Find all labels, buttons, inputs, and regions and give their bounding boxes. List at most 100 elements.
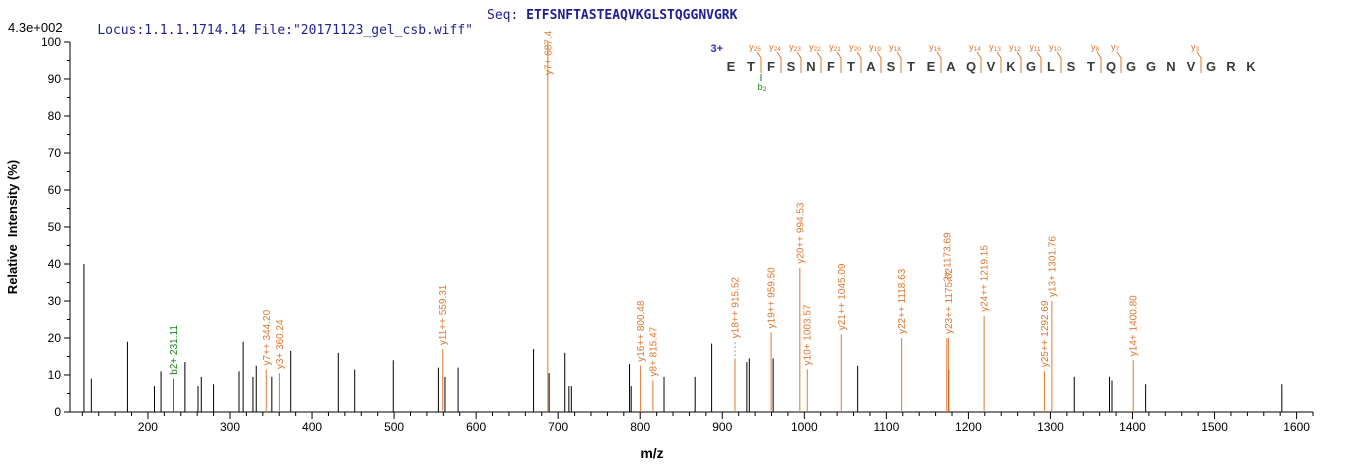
residue: A: [946, 59, 956, 74]
y-fragment-mark: [1096, 51, 1102, 73]
residue: T: [747, 59, 755, 74]
residue: L: [1047, 59, 1055, 74]
residue: V: [1187, 59, 1196, 74]
peak-label: b2+ 231.11: [169, 325, 180, 375]
peak-label: y18++ 915.52: [731, 277, 742, 339]
y-fragment-mark: [1196, 51, 1202, 73]
y-tick-label: 10: [48, 368, 62, 382]
peak-label: y20++ 994.53: [795, 202, 806, 264]
y-ion-label: y8: [1091, 42, 1100, 53]
x-tick-label: 200: [138, 420, 158, 434]
residue: G: [1126, 59, 1136, 74]
residue: E: [927, 59, 936, 74]
b-ion-label: b2: [758, 82, 767, 93]
residue: S: [787, 59, 796, 74]
y-ion-label: y11: [1029, 42, 1041, 53]
y-fragment-mark: [1056, 51, 1062, 73]
residue: K: [1006, 59, 1016, 74]
x-tick-label: 300: [220, 420, 240, 434]
residue: T: [907, 59, 915, 74]
residue: N: [806, 59, 815, 74]
x-tick-label: 700: [548, 420, 568, 434]
y-ion-label: y7: [1111, 42, 1120, 53]
residue: G: [1026, 59, 1036, 74]
x-tick-label: 1000: [791, 420, 818, 434]
y-tick-label: 30: [48, 294, 62, 308]
x-tick-label: 600: [466, 420, 486, 434]
residue: G: [1146, 59, 1156, 74]
residue: N: [1166, 59, 1175, 74]
mz-axis-title: m/z: [640, 445, 663, 461]
peak-label: y11++ 559.31: [438, 284, 449, 345]
y-ion-label: y20: [849, 42, 861, 53]
y-tick-label: 90: [48, 72, 62, 86]
y-tick-label: 80: [48, 109, 62, 123]
peak-label: y8+ 815.47: [648, 326, 659, 376]
residue: A: [866, 59, 876, 74]
locus-file-text: Locus:1.1.1.1714.14 File:"20171123_gel_c…: [97, 23, 473, 38]
residue: V: [987, 59, 996, 74]
peak-label: y24++ 1219.15: [980, 245, 991, 312]
peak-label: y7+ 687.4: [543, 30, 554, 75]
y-tick-label: 40: [48, 257, 62, 271]
x-tick-label: 1100: [873, 420, 899, 434]
peak-label: y21++ 1045.09: [837, 263, 848, 330]
x-tick-label: 900: [712, 420, 732, 434]
peak-label: y22++ 1118.63: [897, 268, 908, 334]
y-tick-label: 60: [48, 183, 62, 197]
peak-label: y3+ 360.24: [275, 319, 286, 369]
y-fragment-mark: [1036, 51, 1042, 73]
y-fragment-mark: [1016, 51, 1022, 73]
x-tick-label: 400: [302, 420, 322, 434]
y-fragment-mark: [856, 51, 862, 73]
x-tick-label: 500: [384, 420, 404, 434]
peak-label: y23++ 1175.62: [944, 268, 955, 334]
seq-value: ETFSNFTASTEAQVKGLSTQGGNVGRK: [526, 8, 738, 23]
y-ion-label: y22: [809, 42, 821, 53]
residue: F: [827, 59, 835, 74]
charge-state-label: 3+: [710, 43, 723, 55]
x-tick-label: 1200: [955, 420, 982, 434]
peak-label: y13+ 1301.76: [1047, 236, 1058, 297]
residue: K: [1246, 59, 1256, 74]
y-fragment-mark: [836, 51, 842, 73]
residue: R: [1226, 59, 1236, 74]
residue: F: [767, 59, 775, 74]
peak-label: y25++ 1292.69: [1040, 300, 1051, 367]
seq-label: Seq:: [487, 8, 527, 23]
residue: S: [1067, 59, 1076, 74]
y-ion-label: y3: [1191, 42, 1200, 53]
y-ion-label: y24: [769, 42, 781, 53]
x-tick-label: 1600: [1283, 420, 1310, 434]
y-fragment-mark: [756, 51, 762, 73]
residue: G: [1206, 59, 1216, 74]
sequence-header: Seq: ETFSNFTASTEAQVKGLSTQGGNVGRK: [487, 8, 737, 23]
x-tick-label: 1400: [1119, 420, 1146, 434]
y-ion-label: y21: [829, 42, 841, 53]
y-tick-label: 0: [54, 405, 61, 419]
y-ion-label: y23: [789, 42, 801, 53]
y-fragment-mark: [816, 51, 822, 73]
y-fragment-mark: [1116, 51, 1122, 73]
header-bar: Locus:1.1.1.1714.14 File:"20171123_gel_c…: [66, 8, 737, 68]
residue: S: [887, 59, 896, 74]
y-ion-label: y12: [1009, 42, 1021, 53]
y-fragment-mark: [896, 51, 902, 73]
y-ion-label: y14: [969, 42, 981, 53]
y-ion-label: y18: [889, 42, 901, 53]
y-ion-label: y19: [869, 42, 881, 53]
residue: T: [1087, 59, 1095, 74]
intensity-axis-title: Relative Intensity (%): [5, 160, 20, 294]
residue: Q: [966, 59, 976, 74]
y-ion-label: y10: [1049, 42, 1061, 53]
y-fragment-mark: [996, 51, 1002, 73]
y-tick-label: 100: [41, 35, 61, 49]
peak-label: y14+ 1400.80: [1129, 295, 1140, 356]
residue: Q: [1106, 59, 1116, 74]
residue: E: [727, 59, 736, 74]
y-ion-label: y25: [749, 42, 761, 53]
peak-label: 2+ 1173.69: [942, 232, 953, 282]
y-tick-label: 70: [48, 146, 62, 160]
